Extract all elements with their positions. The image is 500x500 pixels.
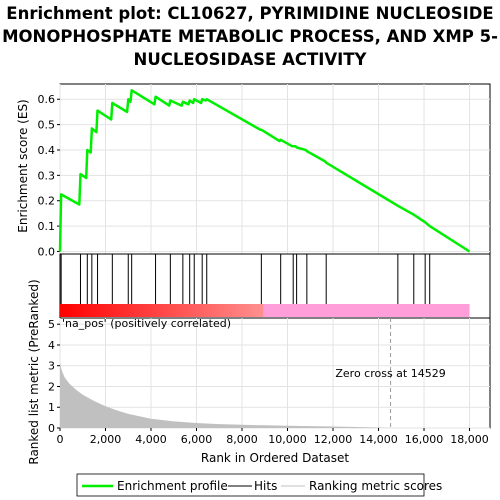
ranking-y-tick-label: 2 <box>48 380 55 393</box>
zero-cross-label: Zero cross at 14529 <box>335 367 445 380</box>
ranking-y-tick-label: 0 <box>48 422 55 435</box>
es-y-tick-label: 0.4 <box>38 144 56 157</box>
es-y-tick-label: 0.0 <box>38 245 56 258</box>
ranking-x-ticks: 0 2,000 4,000 6,000 8,000 10,000 12,000 14,000 1… <box>57 428 489 446</box>
es-gridlines <box>59 84 490 254</box>
title-line-2: MONOPHOSPHATE METABOLIC PROCESS, AND XMP… <box>2 27 498 46</box>
es-y-ticks: 0.0 0.1 0.2 0.3 0.4 0.5 0.6 <box>38 93 60 258</box>
es-y-tick-label: 0.6 <box>38 93 56 106</box>
ranking-metric-area <box>60 361 470 428</box>
ranking-y-tick-label: 5 <box>48 318 55 331</box>
legend-label-ranking-metric: Ranking metric scores <box>309 479 442 493</box>
legend-label-hits: Hits <box>254 479 277 493</box>
es-y-tick-label: 0.3 <box>38 169 56 182</box>
x-tick-label: 2,000 <box>90 433 122 446</box>
x-tick-label: 6,000 <box>181 433 213 446</box>
x-tick-label: 4,000 <box>135 433 167 446</box>
ranking-y-ticks: 0 1 2 3 4 5 <box>48 318 60 435</box>
es-y-tick-label: 0.5 <box>38 119 56 132</box>
title-line-3: NUCLEOSIDASE ACTIVITY <box>133 50 367 69</box>
hit-markers <box>60 254 431 304</box>
ranking-panel-frame <box>59 317 491 429</box>
es-panel: 0.0 0.1 0.2 0.3 0.4 0.5 0.6 Enrichment score (… <box>16 83 491 258</box>
es-y-tick-label: 0.2 <box>38 195 56 208</box>
ranking-panel: Zero cross at 14529 'na_pos' (positively… <box>27 279 491 465</box>
title-line-1: Enrichment plot: CL10627, PYRIMIDINE NUC… <box>6 4 494 23</box>
enrichment-profile-line <box>58 89 471 253</box>
legend-frame <box>76 473 425 497</box>
x-tick-label: 16,000 <box>405 433 444 446</box>
x-tick-label: 0 <box>57 433 64 446</box>
x-tick-label: 10,000 <box>268 433 307 446</box>
hits-panel <box>59 253 491 319</box>
es-y-axis-label: Enrichment score (ES) <box>16 99 30 232</box>
positive-correlation-band <box>60 304 264 317</box>
es-y-tick-label: 0.1 <box>38 220 56 233</box>
positive-correlation-label: 'na_pos' (positively correlated) <box>62 317 231 330</box>
x-tick-label: 12,000 <box>314 433 353 446</box>
ranking-y-tick-label: 4 <box>48 339 55 352</box>
x-tick-label: 14,000 <box>359 433 398 446</box>
legend-label-enrichment-profile: Enrichment profile <box>117 479 228 493</box>
x-axis-label: Rank in Ordered Dataset <box>201 451 349 465</box>
negative-correlation-band <box>263 304 470 317</box>
ranking-y-tick-label: 3 <box>48 360 55 373</box>
x-tick-label: 8,000 <box>226 433 258 446</box>
ranking-y-axis-label: Ranked list metric (PreRanked) <box>27 279 41 464</box>
ranking-y-tick-label: 1 <box>48 401 55 414</box>
chart-title: Enrichment plot: CL10627, PYRIMIDINE NUC… <box>0 2 500 71</box>
x-tick-label: 18,000 <box>450 433 489 446</box>
legend: Enrichment profile Hits Ranking metric s… <box>76 473 442 497</box>
